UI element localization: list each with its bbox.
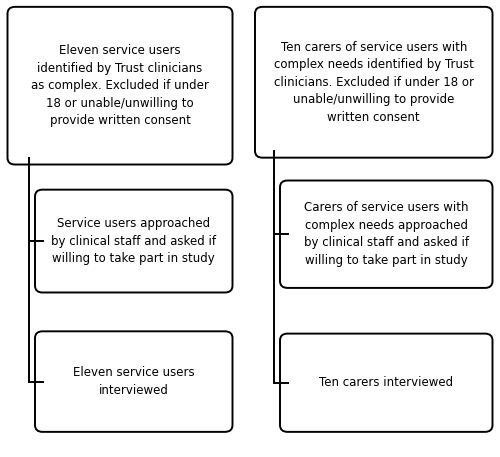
Text: Ten carers interviewed: Ten carers interviewed — [319, 376, 454, 389]
FancyBboxPatch shape — [280, 181, 492, 288]
FancyBboxPatch shape — [35, 331, 232, 432]
FancyBboxPatch shape — [255, 7, 492, 158]
Text: Eleven service users
interviewed: Eleven service users interviewed — [73, 367, 194, 397]
Text: Ten carers of service users with
complex needs identified by Trust
clinicians. E: Ten carers of service users with complex… — [274, 41, 474, 124]
FancyBboxPatch shape — [280, 334, 492, 432]
FancyBboxPatch shape — [35, 190, 232, 292]
Text: Carers of service users with
complex needs approached
by clinical staff and aske: Carers of service users with complex nee… — [304, 202, 469, 267]
Text: Service users approached
by clinical staff and asked if
willing to take part in : Service users approached by clinical sta… — [52, 217, 216, 265]
Text: Eleven service users
identified by Trust clinicians
as complex. Excluded if unde: Eleven service users identified by Trust… — [31, 44, 209, 127]
FancyBboxPatch shape — [8, 7, 232, 165]
